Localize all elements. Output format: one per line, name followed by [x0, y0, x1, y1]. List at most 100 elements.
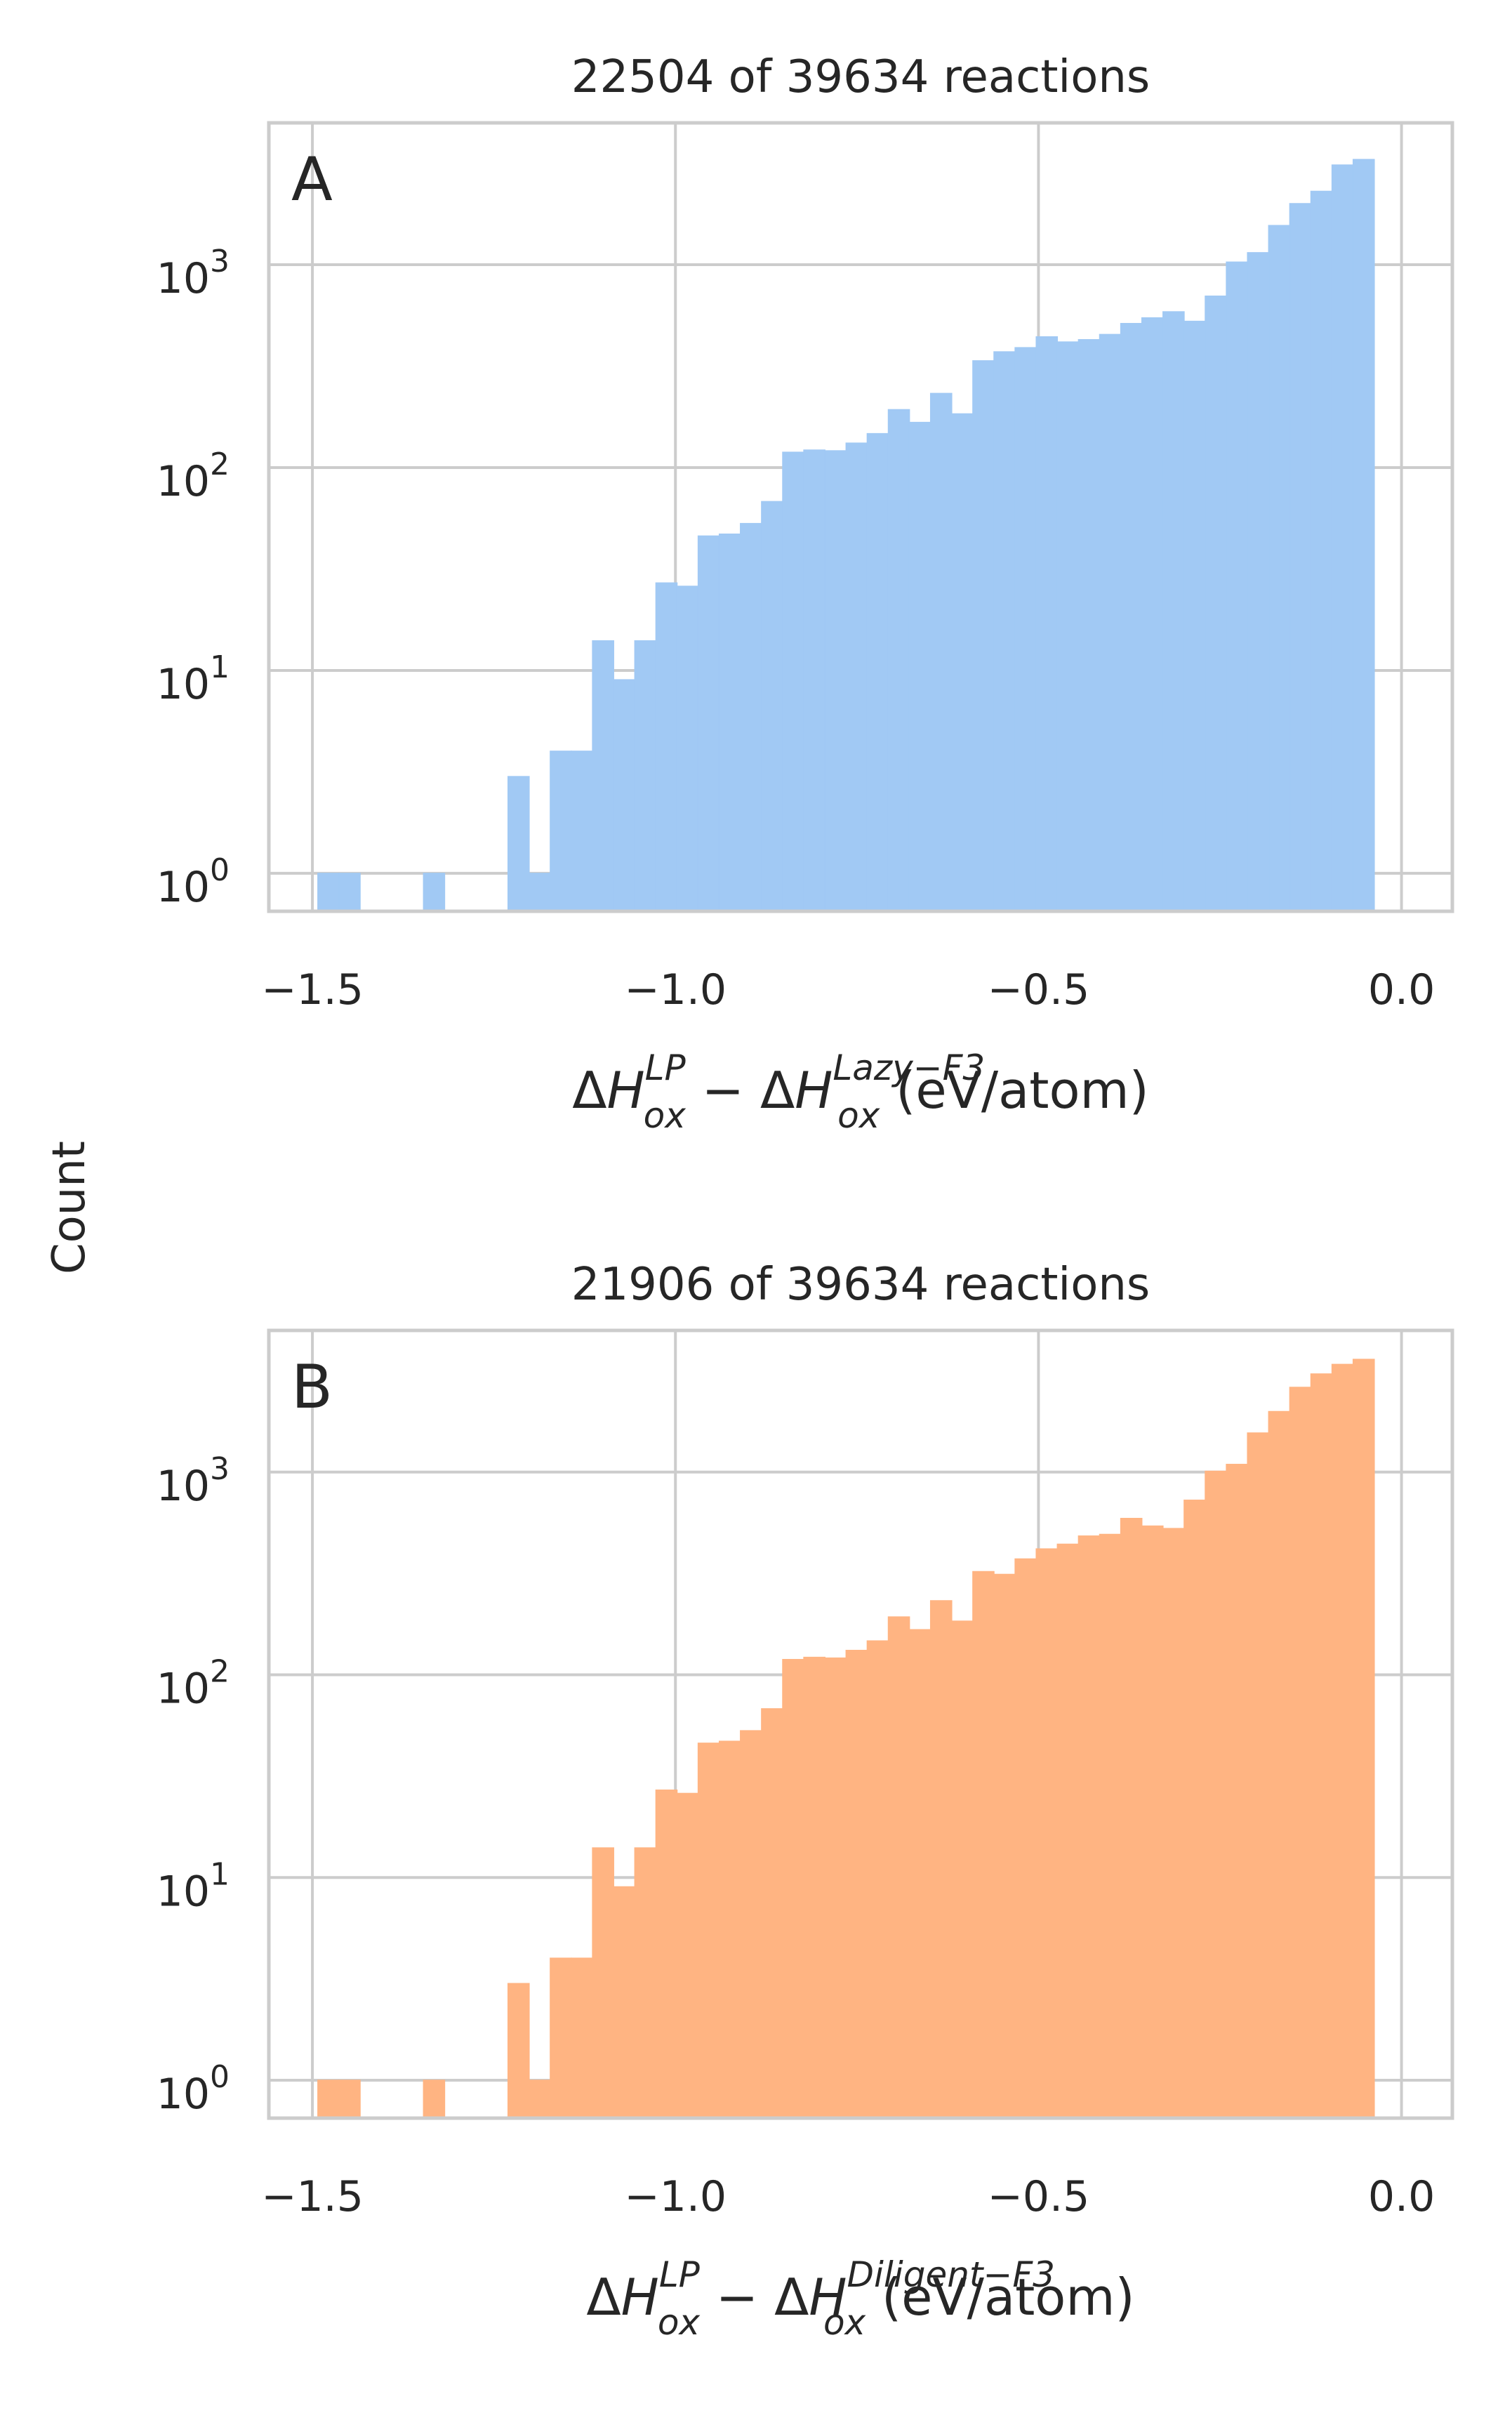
panel-label: A [291, 145, 333, 215]
histogram-bar [571, 751, 593, 912]
histogram-bar [1056, 341, 1080, 912]
histogram-bar [908, 1629, 931, 2119]
x-tick-label: −0.5 [988, 2172, 1090, 2221]
histogram-bar [655, 582, 678, 912]
histogram-bar [1141, 317, 1164, 912]
histogram-bar [1077, 339, 1101, 912]
histogram-bar [697, 1743, 720, 2119]
histogram-bar [993, 351, 1016, 912]
histogram-bar [1268, 1410, 1291, 2119]
histogram-bar [951, 1620, 974, 2119]
histogram-bar [676, 1792, 699, 2119]
histogram-bar [782, 451, 804, 912]
x-tick-label: −0.5 [988, 965, 1090, 1014]
x-axis-label: ΔHLP ox − ΔHDiligent−F3 ox (eV/atom) [586, 2254, 1134, 2343]
histogram-bar [908, 421, 931, 912]
y-tick-label: 100 [157, 2059, 230, 2119]
histogram-bar [338, 2080, 361, 2119]
y-tick-label: 102 [157, 447, 230, 506]
histogram-bar [993, 1573, 1016, 2119]
histogram-bar [1205, 296, 1227, 912]
histogram-bar [1035, 336, 1059, 912]
histogram-panel-a: −1.5 −1.0 −0.5 0.0 100 101 102 103 22504 of 3963… [157, 51, 1454, 1136]
histogram-bar [824, 450, 847, 912]
histogram-bar [1247, 1432, 1270, 2119]
histogram-bar [1099, 333, 1122, 912]
histogram-bar [1099, 1533, 1122, 2119]
histogram-bar [634, 640, 657, 912]
y-tick-label: 102 [157, 1654, 230, 1714]
histogram-bar [803, 449, 825, 912]
x-tick-label: 0.0 [1368, 2172, 1435, 2221]
histogram-bar [338, 873, 361, 912]
histogram-bar [655, 1789, 678, 2119]
histogram-bar [529, 873, 551, 912]
plot-frame [267, 1328, 1454, 2120]
histogram-bar [507, 1983, 530, 2119]
histogram-bar [972, 360, 995, 912]
histogram-bar [1077, 1535, 1101, 2119]
x-axis-label: ΔHLP ox − ΔHLazy−F3 ox (eV/atom) [572, 1047, 1149, 1136]
histogram-bar [550, 1957, 572, 2119]
x-tick-label: −1.0 [624, 2172, 727, 2221]
histogram-bar [1352, 1358, 1375, 2119]
histogram-bar [1310, 190, 1333, 912]
histogram-bar [592, 640, 614, 912]
histogram-bar [1331, 164, 1354, 912]
histogram-bar [782, 1658, 804, 2119]
histogram-bar [1352, 159, 1375, 912]
histogram-bar [1120, 323, 1143, 912]
histogram-bar [740, 1730, 762, 2119]
histogram-bar [845, 1649, 868, 2119]
histogram-bar [845, 442, 868, 912]
histogram-bar [1226, 261, 1248, 912]
histogram-bar [634, 1847, 657, 2119]
histogram-bar [929, 392, 953, 912]
histogram-bar [740, 522, 762, 912]
histogram-bar [613, 1886, 636, 2119]
y-tick-label: 100 [157, 852, 230, 912]
histogram-bar [423, 873, 446, 912]
histogram-bar [317, 2080, 340, 2119]
histogram-bar [423, 2080, 446, 2119]
histogram-bar [1289, 203, 1312, 912]
y-tick-label: 103 [157, 1451, 230, 1511]
histogram-bar [929, 1600, 953, 2119]
histogram-bar [887, 409, 910, 912]
x-tick-label: −1.5 [261, 965, 364, 1014]
panel-label: B [291, 1352, 333, 1422]
histogram-bar [824, 1657, 847, 2119]
histogram-bar [1162, 311, 1185, 912]
histogram-bar [1056, 1543, 1080, 2119]
histogram-bar [972, 1571, 995, 2119]
x-tick-label: −1.5 [261, 2172, 364, 2221]
x-tick-label: −1.0 [624, 965, 727, 1014]
histogram-bar [529, 2080, 551, 2119]
chart-title: 21906 of 39634 reactions [571, 1259, 1150, 1311]
histogram-bar [761, 501, 783, 912]
histogram-panel-b: −1.5 −1.0 −0.5 0.0 100 101 102 103 21906 of 3963… [157, 1259, 1454, 2343]
histogram-bar [1035, 1548, 1059, 2119]
histogram-bar [1162, 1528, 1185, 2119]
histogram-bar [1183, 320, 1206, 912]
histogram-bar [1226, 1464, 1248, 2119]
histogram-bar [866, 1640, 889, 2119]
histogram-bar [571, 1957, 593, 2119]
x-tick-label: 0.0 [1368, 965, 1435, 1014]
histogram-bar [1289, 1387, 1312, 2119]
histogram-bar [718, 533, 741, 912]
histogram-bar [592, 1847, 614, 2119]
histogram-bar [1120, 1518, 1143, 2119]
histogram-bar [1014, 1558, 1037, 2119]
histogram-bar [1205, 1470, 1227, 2119]
histogram-bar [1331, 1363, 1354, 2119]
histogram-bar [718, 1740, 741, 2119]
y-tick-label: 101 [157, 649, 230, 709]
histogram-bar [761, 1708, 783, 2119]
histogram-bar [951, 413, 974, 912]
histogram-bar [866, 432, 889, 912]
histogram-bar [887, 1616, 910, 2119]
histogram-bar [803, 1656, 825, 2119]
histogram-bar [1247, 252, 1270, 912]
